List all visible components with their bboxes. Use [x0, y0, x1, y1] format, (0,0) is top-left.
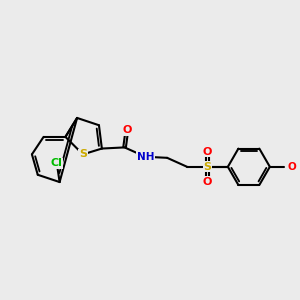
Text: O: O	[122, 125, 132, 135]
Text: Cl: Cl	[51, 158, 63, 168]
Text: O: O	[288, 162, 297, 172]
Text: S: S	[79, 149, 87, 159]
Text: O: O	[203, 177, 212, 187]
Text: S: S	[203, 162, 211, 172]
Text: NH: NH	[136, 152, 154, 162]
Text: O: O	[203, 147, 212, 157]
